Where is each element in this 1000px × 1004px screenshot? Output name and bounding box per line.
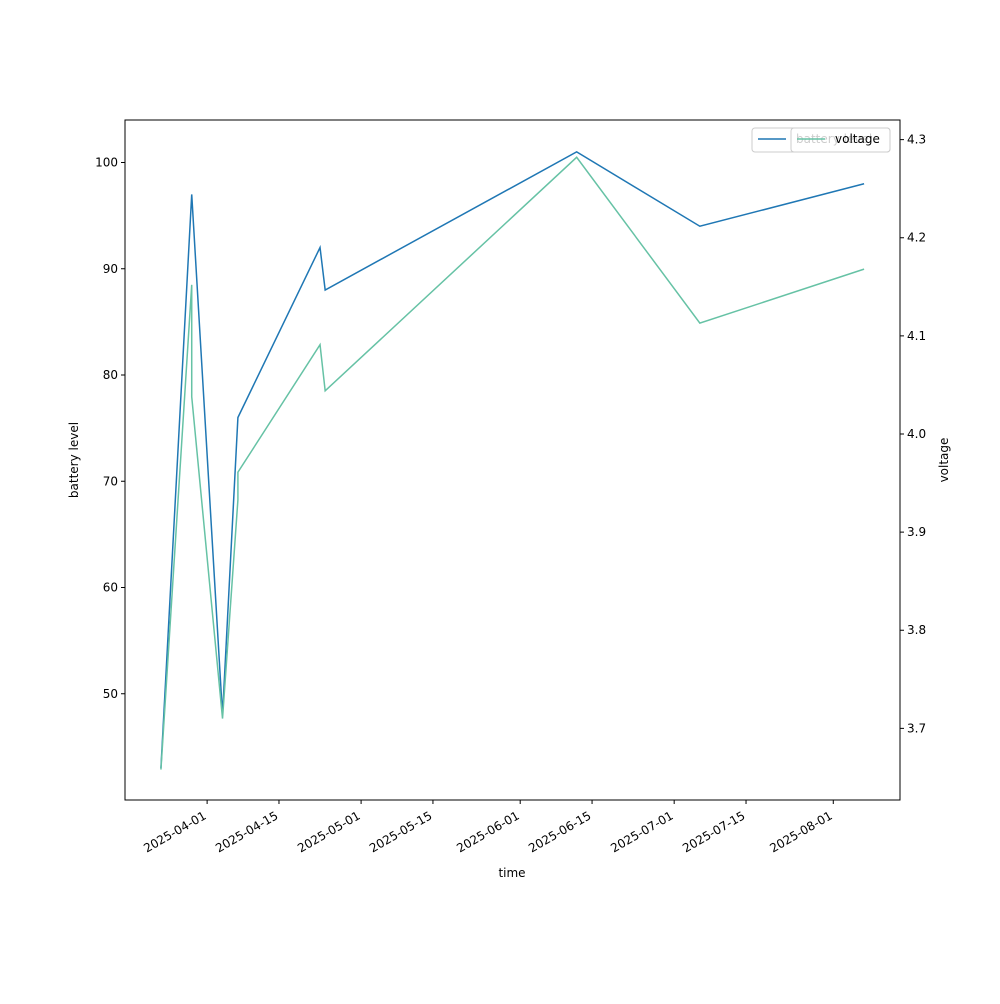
x-tick-label: 2025-07-01 — [608, 808, 675, 855]
y2-tick-label: 3.9 — [907, 525, 926, 539]
x-tick-label: 2025-04-15 — [213, 808, 280, 855]
y-tick-label: 70 — [103, 474, 118, 488]
x-tick-label: 2025-08-01 — [767, 808, 834, 855]
y2-tick-label: 4.3 — [907, 133, 926, 147]
x-tick-label: 2025-05-15 — [367, 808, 434, 855]
y-axis-label: battery level — [67, 422, 81, 498]
x-axis-label: time — [498, 866, 525, 880]
x-tick-label: 2025-06-01 — [454, 808, 521, 855]
y2-tick-label: 4.1 — [907, 329, 926, 343]
y-tick-label: 50 — [103, 687, 118, 701]
y2-tick-label: 3.7 — [907, 721, 926, 735]
legend-box — [790, 127, 891, 153]
line-series — [160, 156, 865, 770]
line-series — [160, 151, 865, 769]
y-tick-label: 80 — [103, 368, 118, 382]
y-tick-label: 60 — [103, 581, 118, 595]
y-tick-label: 100 — [95, 156, 118, 170]
x-tick-label: 2025-07-15 — [680, 808, 747, 855]
y2-tick-label: 3.8 — [907, 623, 926, 637]
x-tick-label: 2025-04-01 — [141, 808, 208, 855]
x-tick-label: 2025-06-15 — [526, 808, 593, 855]
y-tick-label: 90 — [103, 262, 118, 276]
y2-tick-label: 4.2 — [907, 231, 926, 245]
x-tick-label: 2025-05-01 — [295, 808, 362, 855]
y2-axis-label: voltage — [937, 438, 951, 483]
y2-tick-label: 4.0 — [907, 427, 926, 441]
plot-frame — [124, 119, 901, 801]
legend-label: voltage — [835, 132, 880, 146]
